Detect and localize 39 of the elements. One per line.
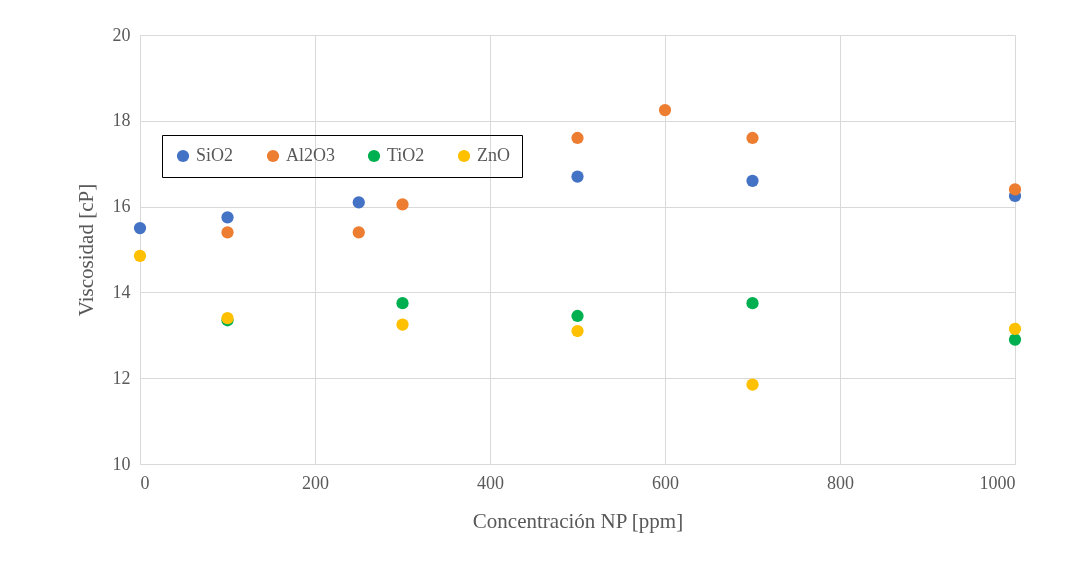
legend-label: SiO2: [196, 145, 234, 165]
x-tick-label: 400: [477, 472, 504, 493]
y-tick-label: 14: [112, 281, 131, 302]
point: [746, 174, 759, 187]
point: [746, 297, 759, 310]
y-tick-label: 20: [112, 24, 131, 45]
point: [396, 297, 409, 310]
point: [1008, 322, 1022, 335]
y-axis-title: Viscosidad [cP]: [73, 183, 98, 317]
point: [571, 309, 584, 323]
x-tick-label: 200: [302, 472, 329, 493]
point: [133, 249, 147, 263]
point: [396, 318, 409, 331]
point: [658, 103, 672, 117]
point: [1008, 333, 1022, 346]
x-tick-label: 1000: [979, 472, 1016, 493]
y-tick-label: 18: [112, 110, 131, 131]
legend-label: TiO2: [387, 145, 425, 165]
point: [746, 131, 759, 145]
point: [571, 324, 584, 338]
point: [221, 226, 234, 239]
point: [1008, 183, 1022, 196]
point: [133, 221, 147, 235]
x-tick-label: 0: [140, 472, 150, 493]
point: [571, 170, 584, 183]
point: [746, 378, 759, 391]
y-tick-label: 10: [112, 453, 131, 474]
point: [352, 226, 365, 239]
legend-label: Al2O3: [286, 145, 335, 165]
y-tick-label: 16: [112, 196, 131, 217]
y-tick-label: 12: [112, 367, 131, 388]
point: [396, 198, 409, 211]
point: [571, 131, 584, 145]
point: [221, 211, 234, 224]
x-axis-title: Concentración NP [ppm]: [472, 508, 684, 533]
x-tick-label: 600: [652, 472, 679, 493]
point: [352, 196, 365, 209]
x-tick-label: 800: [827, 472, 854, 493]
legend-label: ZnO: [477, 145, 510, 165]
